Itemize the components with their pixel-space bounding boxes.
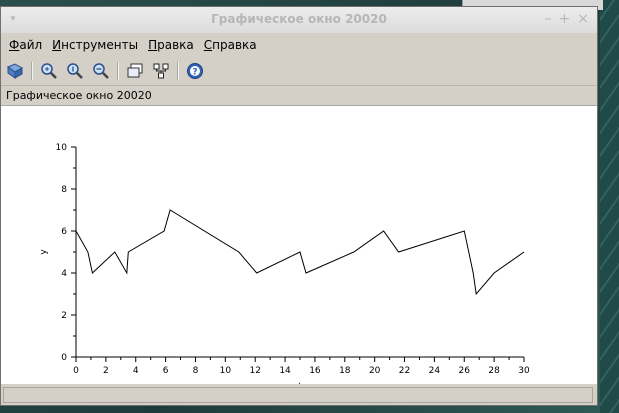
x-tick-label: 18	[339, 366, 351, 376]
editor-icon	[153, 63, 169, 78]
y-tick-label: 2	[61, 311, 67, 321]
toolbar: ?	[1, 57, 597, 84]
zoom-button[interactable]	[39, 61, 59, 81]
zoom-out-icon	[93, 62, 109, 79]
x-tick-label: 12	[249, 366, 260, 376]
x-tick-label: 22	[399, 366, 410, 376]
menu-edit[interactable]: Правка	[148, 38, 194, 52]
minimize-button[interactable]: –	[544, 11, 552, 27]
zoom-reset-icon	[67, 62, 83, 79]
y-axis-label: y	[39, 249, 49, 255]
x-tick-label: 30	[518, 366, 530, 376]
x-tick-label: 20	[369, 366, 381, 376]
title-bar[interactable]: ▾ Графическое окно 20020 – + ×	[1, 7, 597, 33]
menu-bar: Файл Инструменты Правка Справка	[1, 33, 597, 57]
status-bar	[3, 387, 593, 403]
x-tick-label: 2	[103, 366, 109, 376]
toolbar-separator	[117, 61, 119, 80]
info-bar: Графическое окно 20020	[1, 85, 597, 105]
maximize-button[interactable]: +	[558, 11, 571, 27]
x-tick-label: 4	[133, 366, 139, 376]
x-tick-label: 16	[309, 366, 321, 376]
menu-help[interactable]: Справка	[203, 38, 257, 52]
x-tick-label: 6	[163, 366, 169, 376]
x-tick-label: 24	[429, 366, 441, 376]
rotate-icon	[6, 62, 24, 79]
x-axis-label: t	[298, 382, 302, 384]
editor-button[interactable]	[151, 61, 171, 81]
menu-tools[interactable]: Инструменты	[52, 38, 139, 52]
y-tick-label: 0	[61, 353, 67, 363]
svg-text:?: ?	[192, 67, 197, 77]
series-line	[75, 209, 525, 296]
x-tick-label: 28	[488, 366, 500, 376]
zoom-reset-button[interactable]	[65, 61, 85, 81]
zoom-out-button[interactable]	[91, 61, 111, 81]
x-tick-label: 0	[73, 366, 79, 376]
x-tick-label: 26	[459, 366, 471, 376]
menu-file[interactable]: Файл	[9, 38, 43, 52]
help-button[interactable]: ?	[185, 61, 205, 81]
y-tick-label: 6	[61, 227, 67, 237]
x-tick-label: 10	[220, 366, 232, 376]
desktop-background	[600, 0, 619, 413]
rotate-button[interactable]	[5, 61, 25, 81]
window-menu-icon[interactable]: ▾	[10, 14, 16, 24]
toolbar-separator	[177, 61, 179, 80]
x-tick-label: 8	[193, 366, 199, 376]
window-title: Графическое окно 20020	[211, 12, 387, 26]
y-tick-label: 10	[56, 143, 68, 153]
y-tick-label: 4	[61, 269, 67, 279]
toolbar-separator	[31, 61, 33, 80]
y-tick-label: 8	[61, 185, 67, 195]
close-button[interactable]: ×	[577, 11, 589, 27]
background-window-edge	[462, 0, 603, 10]
help-icon: ?	[187, 62, 203, 79]
datatip-icon	[127, 63, 143, 77]
x-tick-label: 14	[279, 366, 291, 376]
zoom-icon	[41, 62, 57, 79]
datatip-button[interactable]	[125, 61, 145, 81]
graphic-window: ▾ Графическое окно 20020 – + × Файл Инст…	[0, 6, 598, 406]
